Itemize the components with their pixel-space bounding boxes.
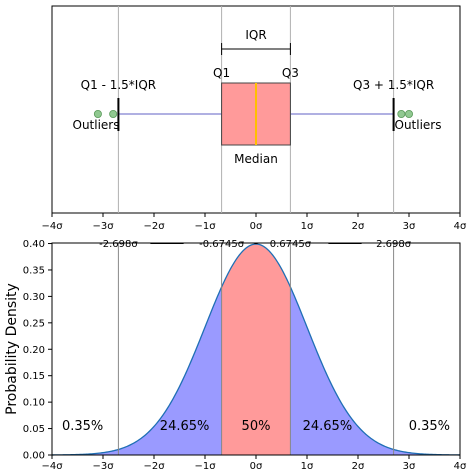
outliers-right-label: Outliers <box>395 118 442 132</box>
x-tick-label: 2σ <box>352 221 365 232</box>
x-tick-label: −2σ <box>143 461 165 472</box>
boxplot-panel: IQR Q1 Q3 Q1 - 1.5*IQR Q3 + 1.5*IQR Medi… <box>41 5 467 232</box>
pdf-y-axis: 0.00 0.05 0.10 0.15 0.20 0.25 0.30 0.35 0.40 <box>23 239 52 462</box>
top-sigma-label: -2.698σ <box>99 239 138 250</box>
x-tick-label: −2σ <box>143 221 165 232</box>
q3-label: Q3 <box>282 66 299 80</box>
pdf-region <box>393 449 460 455</box>
iqr-bracket: IQR <box>221 28 291 55</box>
pdf-top-sigma-labels: -2.698σ -0.6745σ 0.6745σ 2.698σ <box>99 239 412 250</box>
region-percentage-label: 24.65% <box>303 419 353 434</box>
iqr-label: IQR <box>245 28 266 42</box>
y-tick-label: 0.05 <box>23 424 45 435</box>
upper-whisker-label: Q3 + 1.5*IQR <box>353 78 434 92</box>
pdf-x-axis: −4σ −3σ −2σ −1σ 0σ 1σ 2σ 3σ 4σ <box>41 455 467 472</box>
x-tick-label: −3σ <box>92 221 114 232</box>
x-tick-label: 0σ <box>250 221 263 232</box>
top-sigma-label: 0.6745σ <box>270 239 312 250</box>
x-tick-label: 1σ <box>301 221 314 232</box>
pdf-region <box>290 287 394 455</box>
x-tick-label: 3σ <box>403 221 416 232</box>
x-tick-label: 2σ <box>352 461 365 472</box>
x-tick-label: −3σ <box>92 461 114 472</box>
x-tick-label: 4σ <box>454 221 467 232</box>
outlier-point <box>93 110 102 119</box>
x-tick-label: 3σ <box>403 461 416 472</box>
top-sigma-label: -0.6745σ <box>199 239 245 250</box>
pdf-region <box>221 244 291 455</box>
outlier-point <box>404 110 413 119</box>
y-tick-label: 0.35 <box>23 265 45 276</box>
pdf-region <box>118 287 222 455</box>
pdf-region <box>52 449 119 455</box>
top-sigma-label: 2.698σ <box>376 239 412 250</box>
region-percentage-label: 24.65% <box>160 419 210 434</box>
region-percentage-label: 0.35% <box>62 419 103 434</box>
x-tick-label: −4σ <box>41 221 63 232</box>
q1-label: Q1 <box>213 66 230 80</box>
x-tick-label: 4σ <box>454 461 467 472</box>
outlier-point <box>397 110 406 119</box>
region-percentage-label: 0.35% <box>409 419 450 434</box>
x-tick-label: 1σ <box>301 461 314 472</box>
pdf-y-axis-label: Probability Density <box>4 283 20 415</box>
pdf-reference-lines <box>117 243 395 455</box>
x-tick-label: −1σ <box>194 221 216 232</box>
region-percentage-label: 50% <box>242 419 271 434</box>
y-tick-label: 0.10 <box>23 398 45 409</box>
x-tick-label: 0σ <box>250 461 263 472</box>
pdf-regions <box>52 244 460 455</box>
lower-whisker-label: Q1 - 1.5*IQR <box>81 78 156 92</box>
y-tick-label: 0.30 <box>23 292 45 303</box>
y-tick-label: 0.40 <box>23 239 45 250</box>
y-tick-label: 0.20 <box>23 345 45 356</box>
median-label: Median <box>234 152 278 166</box>
y-tick-label: 0.25 <box>23 318 45 329</box>
pdf-panel: 0.35% 24.65% 50% 24.65% 0.35% -2.698σ -0.6745… <box>4 239 467 472</box>
y-tick-label: 0.00 <box>23 451 45 462</box>
y-tick-label: 0.15 <box>23 371 45 382</box>
outliers-left-label: Outliers <box>73 118 120 132</box>
x-tick-label: −1σ <box>194 461 216 472</box>
pdf-percentage-labels: 0.35% 24.65% 50% 24.65% 0.35% <box>62 419 450 434</box>
boxplot-x-axis: −4σ −3σ −2σ −1σ 0σ 1σ 2σ 3σ 4σ <box>41 213 467 232</box>
x-tick-label: −4σ <box>41 461 63 472</box>
pdf-curve <box>51 243 461 456</box>
outlier-point <box>109 110 118 119</box>
